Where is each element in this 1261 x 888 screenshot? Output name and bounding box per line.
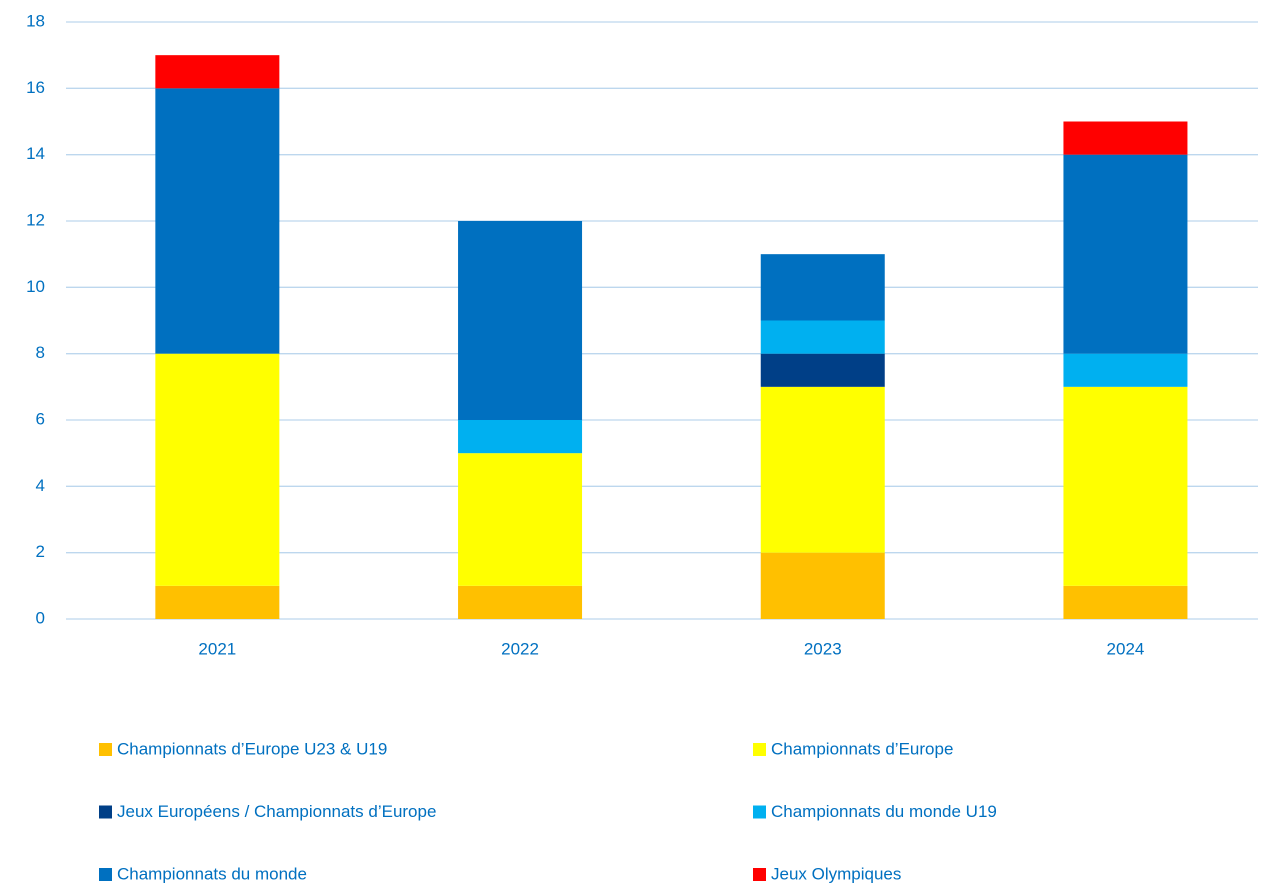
- legend-swatch: [99, 805, 112, 819]
- legend-label: Championnats du monde U19: [771, 802, 997, 821]
- legend-swatch: [753, 743, 766, 756]
- x-tick-label: 2021: [198, 639, 236, 658]
- bar-segment: [458, 420, 583, 454]
- bar-segment: [760, 353, 885, 387]
- y-tick-label: 6: [36, 409, 45, 428]
- bar-segment: [760, 320, 885, 354]
- bar-segment: [1063, 353, 1188, 387]
- bar-segment: [760, 386, 885, 553]
- legend-label: Championnats du monde: [117, 864, 307, 883]
- y-tick-label: 12: [26, 210, 45, 229]
- y-tick-label: 8: [36, 343, 45, 362]
- legend-label: Jeux Européens / Championnats d’Europe: [117, 802, 436, 821]
- legend-swatch: [99, 868, 112, 881]
- bar-segment: [458, 585, 583, 619]
- y-tick-label: 16: [26, 78, 45, 97]
- bar-segment: [458, 453, 583, 586]
- y-tick-label: 10: [26, 277, 45, 296]
- bar-segment: [760, 254, 885, 321]
- bar-segment: [1063, 386, 1188, 586]
- bar-segment: [155, 88, 280, 354]
- legend-swatch: [753, 868, 766, 881]
- bar-segment: [760, 552, 885, 619]
- x-tick-label: 2023: [804, 639, 842, 658]
- legend-label: Championnats d’Europe U23 & U19: [117, 739, 387, 758]
- bar-segment: [155, 55, 280, 89]
- bar-segment: [458, 221, 583, 420]
- y-tick-label: 4: [36, 476, 45, 495]
- y-tick-label: 2: [36, 542, 45, 561]
- legend-label: Jeux Olympiques: [771, 864, 901, 883]
- y-tick-label: 18: [26, 11, 45, 30]
- legend-label: Championnats d’Europe: [771, 739, 953, 758]
- bar-segment: [1063, 121, 1188, 155]
- legend-swatch: [753, 805, 766, 819]
- bar-segment: [1063, 585, 1188, 619]
- y-tick-label: 0: [36, 608, 45, 627]
- y-tick-label: 14: [26, 144, 45, 163]
- x-tick-label: 2024: [1107, 639, 1145, 658]
- bar-segment: [1063, 154, 1188, 354]
- x-tick-label: 2022: [501, 639, 539, 658]
- legend-swatch: [99, 743, 112, 756]
- bar-segment: [155, 585, 280, 619]
- bar-segment: [155, 353, 280, 586]
